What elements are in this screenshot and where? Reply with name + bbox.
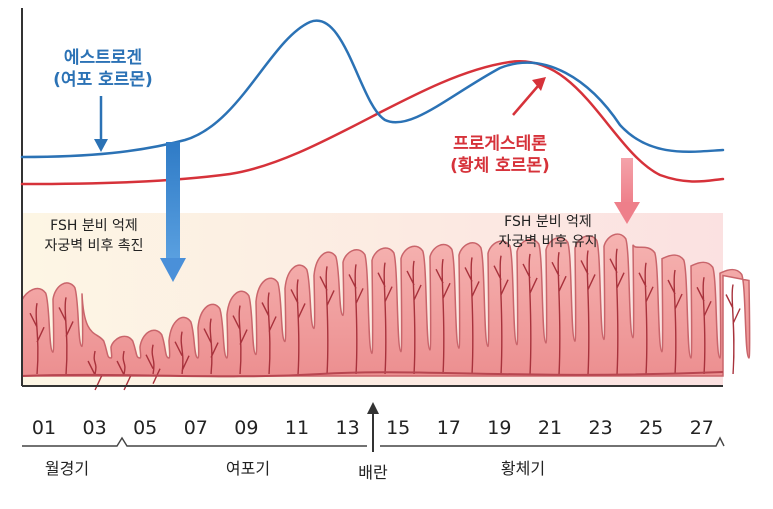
day-label: 23 — [589, 417, 613, 439]
blood-vessel — [522, 253, 538, 375]
right-annotation-line1: FSH 분비 억제 — [504, 214, 592, 230]
progesterone-effect-arrow — [614, 158, 640, 224]
blood-vessel — [551, 252, 567, 375]
blood-vessel — [377, 262, 393, 375]
right-annotation-line2: 자궁벽 비후 유지 — [498, 234, 597, 250]
day-label: 09 — [234, 417, 258, 439]
left-annotation-line2: 자궁벽 비후 촉진 — [44, 238, 143, 254]
phase-brackets — [22, 436, 725, 447]
estrogen-pointer-arrow — [94, 96, 108, 152]
estrogen-sublabel: (여포 호르몬) — [53, 70, 153, 90]
blood-vessel — [667, 269, 683, 375]
blood-vessel — [609, 248, 625, 375]
blood-vessel — [29, 303, 45, 375]
blood-vessel — [580, 250, 596, 375]
blood-vessel — [406, 260, 422, 375]
blood-vessel — [464, 257, 480, 375]
day-label: 17 — [437, 417, 461, 439]
tissue-base-line — [21, 371, 724, 378]
day-label: 15 — [386, 417, 410, 439]
estrogen-curve — [20, 19, 725, 159]
day-label: 05 — [133, 417, 157, 439]
phase-ovulation-label: 배란 — [358, 463, 388, 482]
day-label: 01 — [32, 417, 56, 439]
day-tick-labels: 01 03 05 07 09 11 13 15 17 19 21 23 25 27 — [32, 417, 714, 439]
bracket-luteal — [380, 436, 725, 447]
blood-vessel — [493, 255, 509, 375]
blood-vessels — [29, 248, 741, 391]
blood-vessel — [232, 305, 248, 375]
phase-follicular-label: 여포기 — [226, 459, 270, 478]
blood-vessel — [87, 350, 103, 391]
day-label: 07 — [184, 417, 208, 439]
progesterone-sublabel: (황체 호르몬) — [450, 156, 550, 176]
day-label: 13 — [336, 417, 360, 439]
day-label: 11 — [285, 417, 309, 439]
day-label: 03 — [83, 417, 107, 439]
estrogen-label: 에스트로겐 — [64, 48, 142, 68]
blood-vessel — [174, 331, 190, 375]
progesterone-pointer-arrow — [512, 77, 546, 116]
day-label: 21 — [538, 417, 562, 439]
blood-vessel — [696, 277, 712, 375]
blood-vessel — [725, 284, 741, 375]
day-label: 19 — [487, 417, 511, 439]
day-label: 27 — [690, 417, 714, 439]
blood-vessel — [261, 292, 277, 375]
blood-vessel — [435, 259, 451, 375]
blood-vessel — [203, 318, 219, 375]
blood-vessel — [290, 279, 306, 375]
blood-vessel — [319, 266, 335, 375]
blood-vessel — [638, 262, 654, 375]
ovulation-marker — [367, 402, 379, 452]
left-annotation-line1: FSH 분비 억제 — [50, 218, 138, 234]
blood-vessel — [58, 297, 74, 375]
day-label: 25 — [639, 417, 663, 439]
progesterone-label: 프로게스테론 — [453, 134, 547, 154]
bracket-menstrual-follicular — [22, 436, 367, 447]
phase-menstrual-label: 월경기 — [45, 459, 89, 478]
estrogen-effect-arrow — [160, 142, 186, 282]
phase-luteal-label: 황체기 — [501, 459, 545, 478]
blood-vessel — [348, 264, 364, 375]
blood-vessel — [116, 350, 132, 391]
